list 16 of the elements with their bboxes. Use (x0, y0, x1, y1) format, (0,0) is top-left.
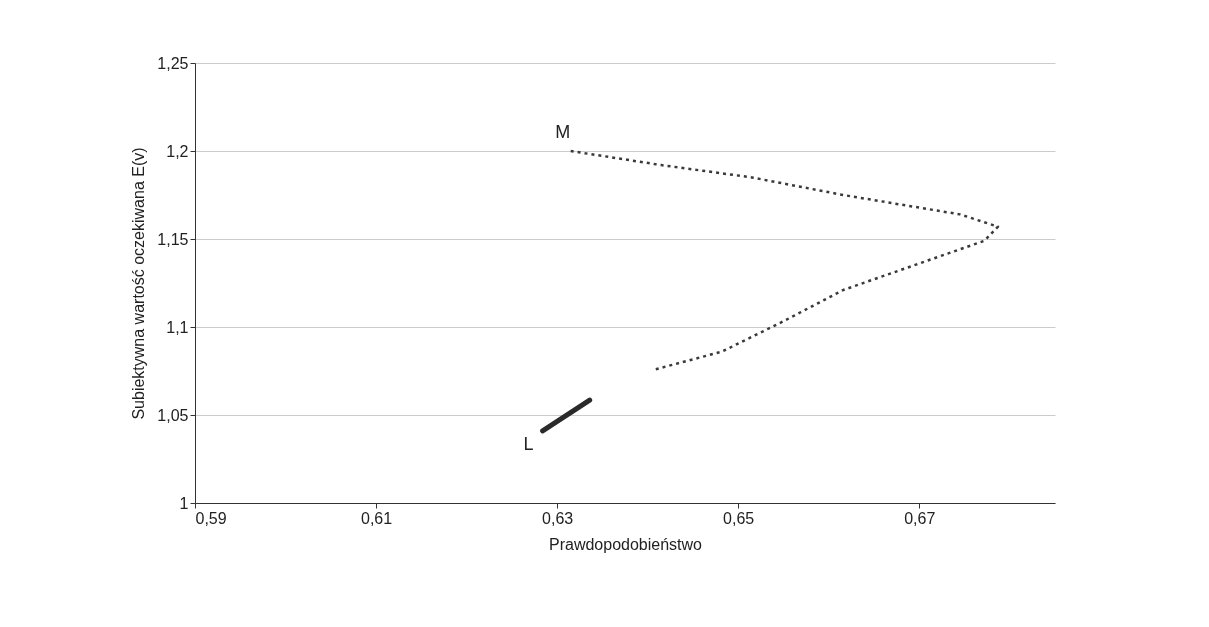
line-series (569, 149, 1000, 371)
annotation: L (523, 433, 534, 454)
x-tick-label: 0,61 (360, 509, 393, 527)
x-axis-title: Prawdopodobieństwo (549, 535, 703, 553)
y-tick-label: 1,15 (157, 230, 189, 248)
annotation: M (555, 122, 571, 142)
x-tick-label: 0,63 (542, 509, 574, 527)
x-tick-label: 0,65 (723, 509, 755, 527)
x-tick-label: 0,59 (195, 509, 227, 527)
y-tick-label: 1 (179, 494, 189, 512)
y-tick-label: 1,2 (166, 142, 189, 160)
y-tick-label: 1,25 (157, 54, 189, 72)
x-tick-label: 0,67 (904, 509, 936, 527)
y-tick-label: 1,1 (166, 318, 189, 336)
y-axis-title: Subiektywna wartość oczekiwana E(v) (130, 147, 148, 420)
y-tick-label: 1,05 (157, 406, 189, 424)
